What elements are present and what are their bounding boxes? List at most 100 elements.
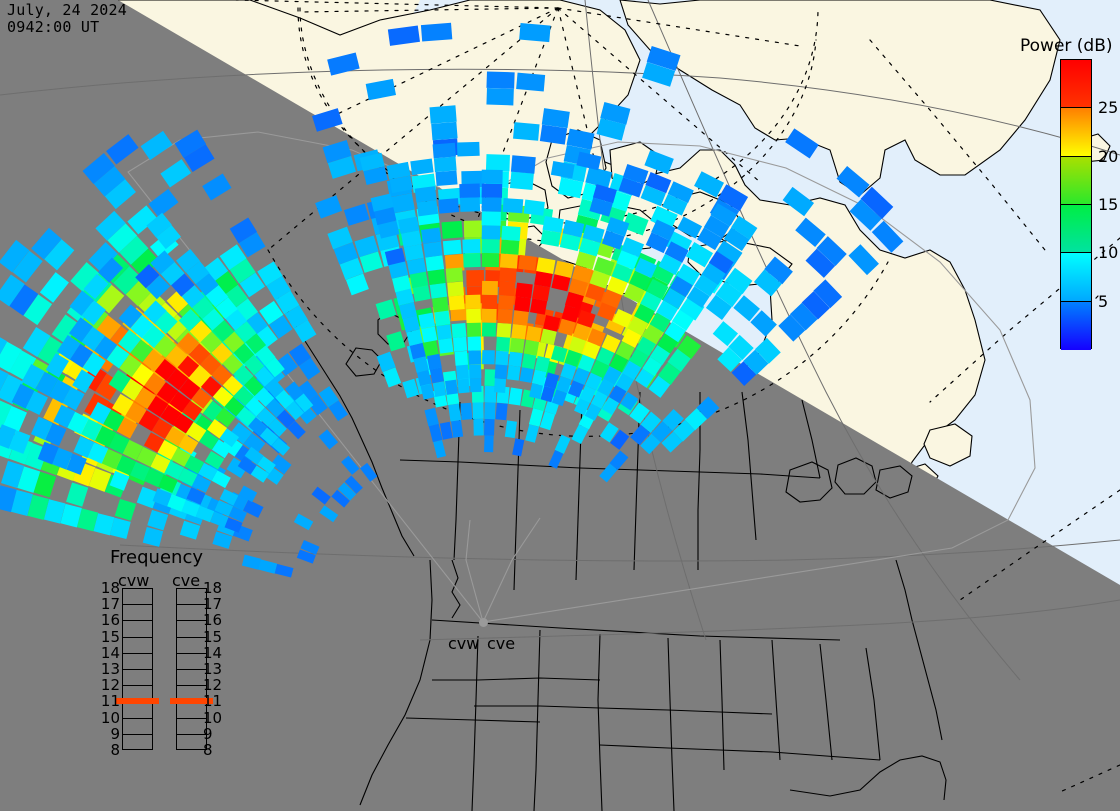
scatter-cell: [395, 288, 415, 306]
scatter-cell: [601, 334, 621, 354]
scatter-cell: [495, 336, 511, 352]
scatter-cell: [728, 334, 754, 361]
scatter-cell: [259, 427, 279, 446]
scatter-cell: [269, 315, 293, 339]
colorbar-tick-label: 15: [1098, 195, 1119, 214]
scatter-cell: [622, 163, 649, 185]
scatter-cell: [238, 485, 258, 503]
scatter-cell: [184, 455, 205, 474]
scatter-cell: [312, 108, 343, 132]
scatter-cell: [519, 367, 534, 383]
scatter-cell: [370, 193, 394, 212]
scatter-cell: [622, 212, 649, 236]
scatter-cell: [462, 239, 481, 254]
scatter-cell: [62, 386, 85, 411]
scatter-cell: [265, 357, 285, 378]
scatter-cell: [146, 212, 172, 238]
scatter-cell: [648, 375, 671, 398]
scatter-cell: [686, 286, 710, 309]
scatter-cell: [135, 264, 160, 289]
scatter-cell: [871, 220, 904, 253]
frequency-cell: [177, 605, 206, 622]
scatter-cell: [712, 321, 739, 347]
scatter-cell: [509, 337, 525, 354]
scatter-cell: [89, 402, 112, 425]
scatter-cell: [233, 343, 255, 364]
scatter-cell: [319, 505, 339, 523]
scatter-cell: [481, 225, 501, 240]
scatter-cell: [153, 335, 177, 358]
scatter-cell: [568, 278, 589, 297]
scatter-cell: [192, 296, 215, 320]
scatter-cell: [156, 382, 179, 404]
scatter-cell: [293, 513, 314, 531]
scatter-cell: [421, 326, 438, 343]
scatter-cell: [53, 404, 76, 429]
scatter-cell: [52, 447, 73, 470]
scatter-cell: [511, 323, 527, 340]
scatter-cell: [623, 283, 645, 304]
site-label-cvw: cvw: [448, 634, 480, 653]
scatter-cell: [572, 367, 590, 385]
scatter-cell: [428, 423, 443, 443]
scatter-cell: [255, 345, 276, 366]
scatter-cell: [502, 198, 524, 214]
scatter-cell: [169, 391, 191, 413]
scatter-cell: [523, 199, 545, 216]
scatter-cell: [11, 383, 35, 409]
scatter-cell: [398, 216, 420, 234]
scatter-cell: [596, 118, 626, 141]
scatter-cell: [571, 264, 593, 283]
scatter-cell: [150, 453, 171, 474]
scatter-cell: [343, 203, 370, 226]
scatter-cell: [10, 489, 33, 516]
scatter-cell: [30, 416, 53, 441]
scatter-cell: [848, 244, 879, 276]
colorbar-tick-label: 5: [1098, 291, 1109, 311]
scatter-cell: [158, 474, 178, 494]
scatter-cell: [131, 363, 154, 386]
scatter-cell: [482, 350, 495, 365]
scatter-cell: [673, 419, 695, 442]
scatter-cell: [743, 349, 769, 375]
scatter-cell: [676, 263, 701, 286]
scatter-cell: [327, 226, 353, 250]
scatter-cell: [662, 408, 684, 431]
scatter-cell: [451, 322, 467, 338]
scatter-cell: [244, 446, 264, 465]
scatter-cell: [136, 446, 157, 467]
scatter-cell: [119, 354, 142, 378]
scatter-cell: [43, 397, 69, 426]
scatter-cell: [525, 424, 540, 443]
scatter-cell: [164, 460, 184, 480]
scatter-cell: [22, 326, 51, 358]
scatter-cell: [154, 358, 177, 381]
scatter-cell: [426, 353, 442, 370]
scatter-cell: [212, 386, 234, 407]
scatter-cell: [259, 300, 284, 325]
scatter-cell: [151, 418, 173, 439]
scatter-cell: [718, 184, 749, 212]
scatter-cell: [173, 413, 194, 434]
scatter-cell: [550, 345, 568, 363]
scatter-cell: [51, 314, 80, 344]
scatter-cell: [386, 331, 406, 352]
scatter-cell: [529, 298, 548, 315]
scatter-cell: [285, 401, 305, 421]
scatter-cell: [150, 250, 175, 275]
scatter-cell: [432, 381, 447, 398]
scatter-cell: [540, 385, 556, 403]
scatter-cell: [679, 296, 705, 321]
scatter-cell: [644, 149, 674, 175]
scatter-cell: [130, 248, 160, 277]
scatter-cell: [620, 392, 639, 411]
scatter-cell: [9, 350, 37, 381]
scatter-cell: [556, 376, 572, 394]
scatter-cell: [294, 393, 314, 413]
scatter-cell: [515, 282, 533, 299]
scatter-cell: [406, 257, 427, 275]
scatter-cell: [266, 275, 291, 301]
scatter-cell: [147, 395, 169, 418]
scatter-cell: [460, 402, 473, 420]
scatter-cell: [387, 25, 420, 46]
